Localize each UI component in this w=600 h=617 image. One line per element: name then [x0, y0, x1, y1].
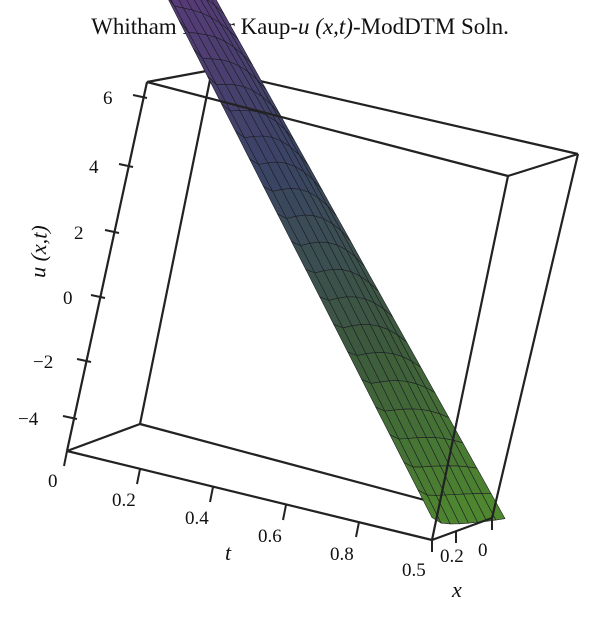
x-tick-label: 0.5	[402, 560, 426, 581]
t-tick-mark	[355, 521, 360, 538]
t-tick-mark	[63, 450, 68, 467]
bounding-box-front	[65, 80, 580, 542]
t-axis-label: t	[225, 540, 232, 565]
title-args: (x,t)	[309, 14, 353, 39]
title-function: u	[298, 14, 310, 39]
u-tick-mark	[118, 163, 134, 168]
x-axis-label: x	[451, 577, 462, 602]
t-tick-label: 0.4	[185, 508, 209, 529]
u-tick-label: 4	[89, 157, 99, 178]
surface-mesh	[168, 0, 506, 525]
t-tick-mark	[282, 504, 287, 521]
surface-patch	[481, 493, 506, 521]
u-tick-label: −4	[18, 409, 39, 430]
u-tick-label: 6	[103, 88, 113, 109]
u-tick-mark	[76, 358, 92, 363]
x-tick-label: 0	[478, 540, 488, 561]
u-tick-mark	[132, 94, 148, 99]
t-tick-label: 0.2	[112, 490, 136, 511]
x-axis: 0.5 0.2 0 x	[402, 518, 493, 602]
u-tick-label: 2	[74, 223, 84, 244]
u-tick-mark	[90, 294, 106, 299]
t-tick-label: 0	[48, 471, 58, 492]
t-tick-mark	[209, 486, 214, 503]
u-axis-label: u (x,t)	[25, 225, 52, 278]
u-tick-mark	[104, 229, 120, 234]
t-tick-label: 0.8	[330, 544, 354, 565]
u-tick-label: 0	[63, 288, 73, 309]
x-tick-label: 0.2	[440, 546, 464, 567]
title-suffix: -ModDTM Soln.	[352, 14, 509, 39]
t-tick-label: 0.6	[258, 526, 282, 547]
t-tick-mark	[136, 468, 141, 485]
u-tick-mark	[62, 415, 78, 420]
u-tick-label: −2	[33, 352, 53, 373]
t-axis: 0 0.2 0.4 0.6 0.8 t	[48, 450, 360, 565]
u-axis: 6 4 2 0 −2 −4 u (x,t)	[18, 88, 148, 430]
